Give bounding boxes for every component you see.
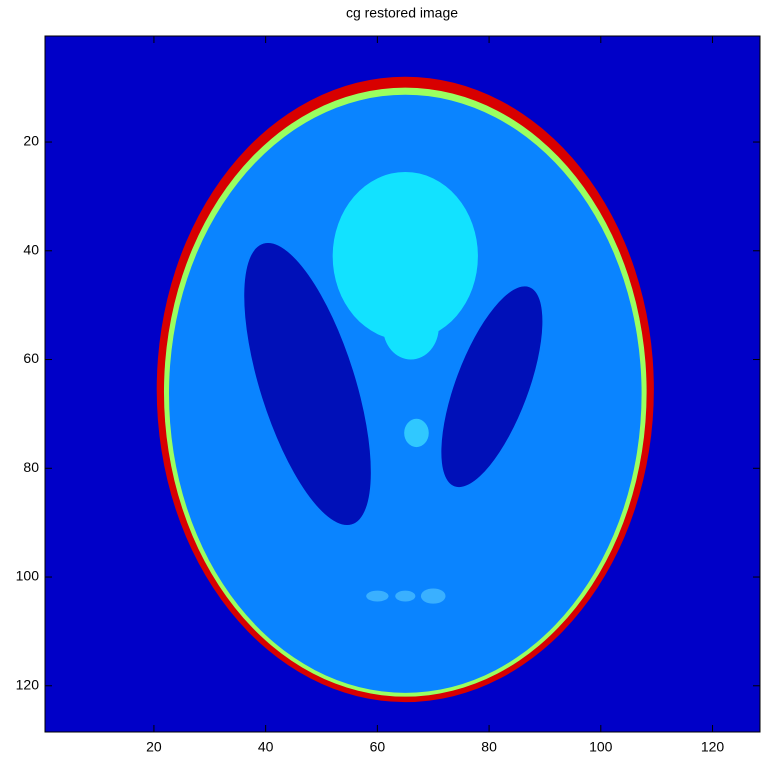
chart-title: cg restored image xyxy=(346,5,458,21)
x-tick-label: 20 xyxy=(146,739,162,755)
x-tick-label: 100 xyxy=(589,739,613,755)
x-tick-label: 40 xyxy=(258,739,274,755)
y-tick-label: 80 xyxy=(23,459,39,475)
x-tick-label: 120 xyxy=(701,739,725,755)
y-tick-label: 100 xyxy=(16,568,40,584)
y-tick-label: 120 xyxy=(16,676,40,692)
y-tick-label: 60 xyxy=(23,350,39,366)
small-dot xyxy=(366,591,388,602)
y-tick-label: 20 xyxy=(23,133,39,149)
phantom-image xyxy=(157,77,654,702)
page: cg restored image 20 40 60 80 100 120 20 40 60 80… xyxy=(0,0,761,763)
small-dot xyxy=(404,419,429,447)
small-dot xyxy=(421,588,446,603)
image-area xyxy=(45,36,760,732)
y-tick-label: 40 xyxy=(23,241,39,257)
x-tick-label: 60 xyxy=(370,739,386,755)
blob-neck xyxy=(383,294,439,359)
x-tick-label: 80 xyxy=(481,739,497,755)
small-dot xyxy=(395,591,415,602)
chart: cg restored image 20 40 60 80 100 120 20 40 60 80… xyxy=(0,0,761,763)
